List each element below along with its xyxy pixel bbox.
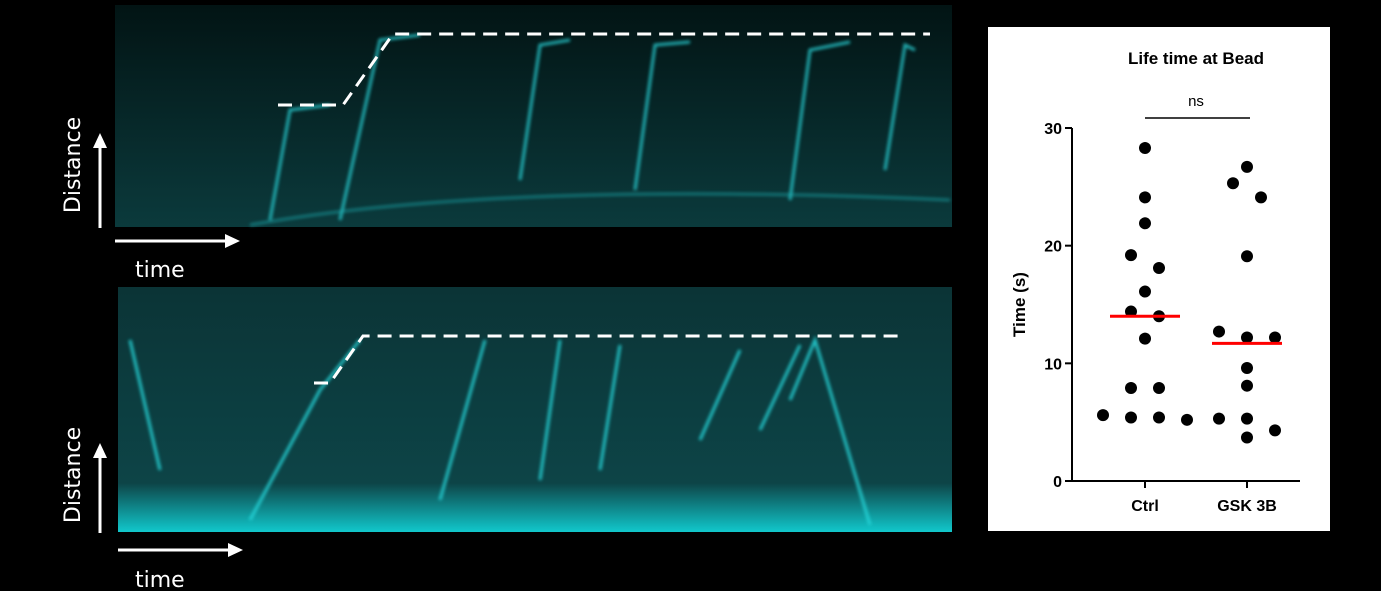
data-point bbox=[1269, 331, 1281, 343]
data-point bbox=[1125, 382, 1137, 394]
y-tick-label: 10 bbox=[1044, 356, 1062, 373]
data-point bbox=[1139, 333, 1151, 345]
data-point bbox=[1139, 286, 1151, 298]
data-point bbox=[1269, 424, 1281, 436]
data-point bbox=[1181, 414, 1193, 426]
data-point bbox=[1139, 142, 1151, 154]
figure: Distance time Distance time Life time at… bbox=[0, 0, 1381, 591]
data-point bbox=[1255, 191, 1267, 203]
significance-label: ns bbox=[1188, 93, 1204, 110]
data-point bbox=[1153, 382, 1165, 394]
data-point bbox=[1241, 362, 1253, 374]
data-point bbox=[1139, 191, 1151, 203]
data-point bbox=[1241, 413, 1253, 425]
data-point bbox=[1213, 413, 1225, 425]
data-point bbox=[1139, 217, 1151, 229]
axis-label: time bbox=[135, 568, 185, 591]
data-point bbox=[1241, 331, 1253, 343]
data-point bbox=[1125, 249, 1137, 261]
data-point bbox=[1153, 262, 1165, 274]
data-point bbox=[1153, 411, 1165, 423]
y-tick-label: 0 bbox=[1053, 474, 1062, 491]
chart-title: Life time at Bead bbox=[1128, 49, 1264, 68]
data-point bbox=[1097, 409, 1109, 421]
kymograph-top bbox=[115, 5, 952, 227]
plot-panel bbox=[988, 27, 1330, 531]
x-tick-label: GSK 3B bbox=[1217, 498, 1277, 515]
data-point bbox=[1241, 250, 1253, 262]
x-tick-label: Ctrl bbox=[1131, 498, 1159, 515]
y-axis-label: Time (s) bbox=[1010, 272, 1029, 337]
y-tick-label: 20 bbox=[1044, 239, 1062, 256]
data-point bbox=[1125, 411, 1137, 423]
data-point bbox=[1241, 161, 1253, 173]
data-point bbox=[1213, 326, 1225, 338]
axis-label: Distance bbox=[61, 117, 86, 213]
axis-label: time bbox=[135, 258, 185, 283]
data-point bbox=[1241, 380, 1253, 392]
data-point bbox=[1241, 431, 1253, 443]
y-tick-label: 30 bbox=[1044, 121, 1062, 138]
axis-label: Distance bbox=[61, 427, 86, 523]
kymograph-bottom bbox=[118, 287, 952, 532]
data-point bbox=[1227, 177, 1239, 189]
page: Distance time Distance time Life time at… bbox=[0, 0, 1381, 591]
